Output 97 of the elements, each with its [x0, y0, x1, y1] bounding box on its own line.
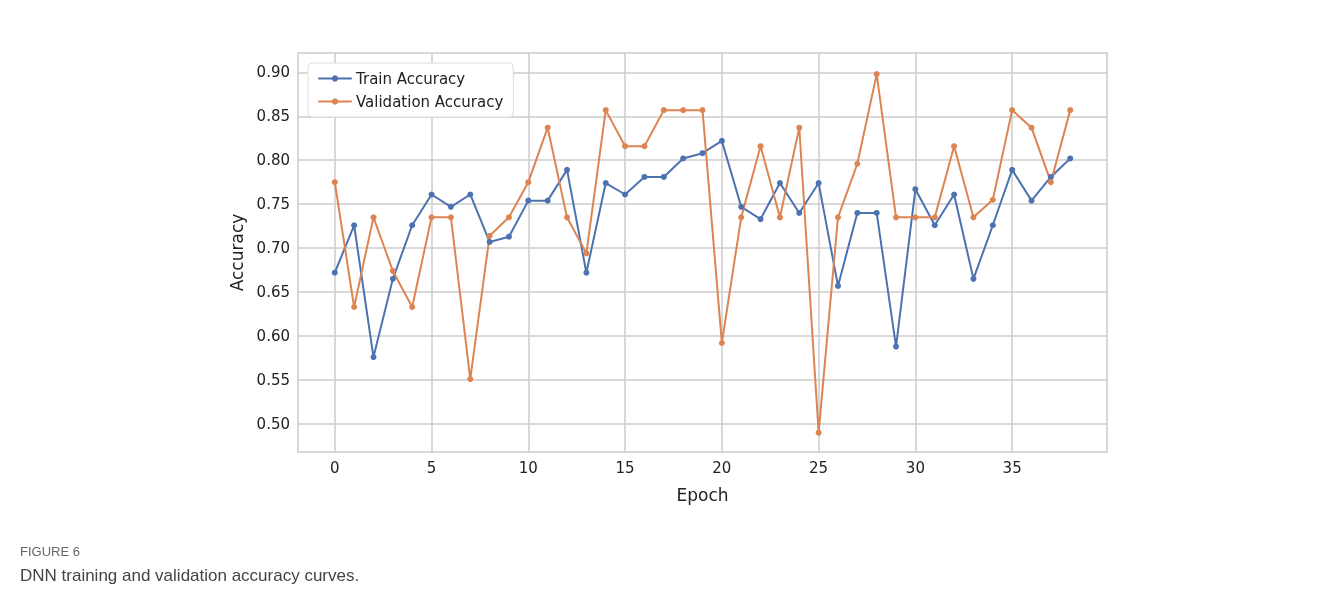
point — [641, 143, 648, 150]
point — [525, 179, 532, 186]
point — [854, 209, 861, 216]
point — [564, 214, 571, 221]
point — [602, 107, 609, 114]
point — [1047, 173, 1054, 180]
x-tick-label: 15 — [615, 458, 635, 477]
point — [738, 203, 745, 210]
point — [564, 166, 571, 173]
point — [351, 222, 358, 229]
point — [505, 233, 512, 240]
point — [660, 173, 667, 180]
point — [1009, 107, 1016, 114]
y-tick-label: 0.75 — [256, 195, 290, 214]
y-tick-label: 0.65 — [256, 283, 290, 302]
point — [1067, 155, 1074, 162]
y-axis-title: Accuracy — [227, 213, 248, 292]
y-tick-label: 0.85 — [256, 107, 290, 126]
point — [544, 124, 551, 131]
point — [931, 214, 938, 221]
point — [1047, 179, 1054, 186]
point — [989, 222, 996, 229]
point — [680, 107, 687, 114]
point — [544, 197, 551, 204]
point — [331, 179, 338, 186]
point — [834, 214, 841, 221]
point — [970, 214, 977, 221]
point — [486, 238, 493, 245]
point — [796, 124, 803, 131]
x-tick-label: 10 — [518, 458, 538, 477]
point — [893, 343, 900, 350]
point — [389, 267, 396, 274]
y-tick-label: 0.80 — [256, 151, 290, 170]
point — [815, 180, 822, 187]
point — [660, 107, 667, 114]
x-tick-label: 0 — [330, 458, 340, 477]
point — [525, 197, 532, 204]
point — [970, 275, 977, 282]
y-tick-label: 0.70 — [256, 239, 290, 258]
caption: FIGURE 6 — [20, 544, 80, 559]
x-axis-title: Epoch — [676, 484, 729, 505]
point — [370, 354, 377, 361]
point — [389, 275, 396, 282]
x-tick-label: 25 — [809, 458, 829, 477]
point — [447, 214, 454, 221]
point — [505, 214, 512, 221]
point — [622, 191, 629, 198]
point — [776, 214, 783, 221]
point — [796, 209, 803, 216]
point — [951, 191, 958, 198]
y-tick-label: 0.55 — [256, 370, 290, 389]
point — [815, 429, 822, 436]
point — [351, 303, 358, 310]
point — [834, 282, 841, 289]
point — [951, 143, 958, 150]
point — [873, 209, 880, 216]
point — [854, 160, 861, 167]
text: DNN training and validation accuracy curves. — [20, 566, 360, 585]
y-tick-label: 0.50 — [256, 414, 290, 433]
point — [467, 376, 474, 383]
point — [699, 107, 706, 114]
point — [680, 155, 687, 162]
point — [931, 222, 938, 229]
point — [641, 173, 648, 180]
point — [447, 203, 454, 210]
point — [409, 222, 416, 229]
point — [718, 340, 725, 347]
point — [873, 71, 880, 78]
point — [912, 186, 919, 193]
point — [989, 196, 996, 203]
x-tick-label: 20 — [712, 458, 732, 477]
point — [409, 303, 416, 310]
legend-label: Validation Accuracy — [356, 92, 504, 111]
y-tick-label: 0.90 — [256, 63, 290, 82]
point — [602, 180, 609, 187]
point — [583, 269, 590, 276]
y-tick-label: 0.60 — [256, 326, 290, 345]
x-tick-label: 5 — [426, 458, 437, 477]
legend-label: Train Accuracy — [355, 69, 466, 88]
point — [467, 191, 474, 198]
point — [893, 214, 900, 221]
point — [486, 232, 493, 239]
point — [738, 214, 745, 221]
point — [757, 216, 764, 223]
x-tick-label: 30 — [905, 458, 925, 477]
point — [699, 150, 706, 157]
x-tick-label: 35 — [1002, 458, 1022, 477]
point — [1009, 166, 1016, 173]
point — [718, 137, 725, 144]
point — [583, 250, 590, 257]
point — [776, 180, 783, 187]
point — [428, 191, 435, 198]
point — [757, 143, 764, 150]
point — [912, 214, 919, 221]
point — [1067, 107, 1074, 114]
point — [331, 269, 338, 276]
point — [622, 143, 629, 150]
